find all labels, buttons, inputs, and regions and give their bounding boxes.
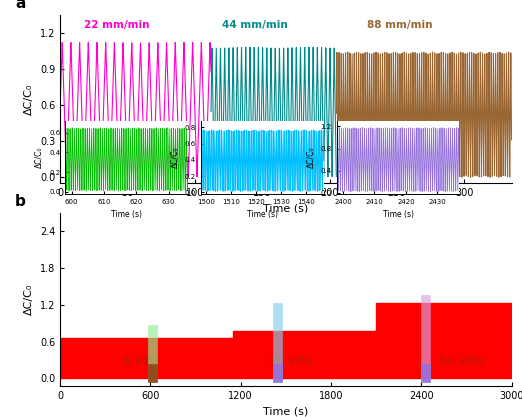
Y-axis label: ΔC/C₀: ΔC/C₀ <box>24 83 34 115</box>
X-axis label: Time (s): Time (s) <box>247 210 278 219</box>
X-axis label: Time (s): Time (s) <box>263 204 309 214</box>
Y-axis label: ΔC/C₀: ΔC/C₀ <box>306 147 315 168</box>
X-axis label: Time (s): Time (s) <box>111 210 142 219</box>
Text: 15 kPa: 15 kPa <box>268 355 312 368</box>
Text: b: b <box>15 194 26 209</box>
Y-axis label: ΔC/C₀: ΔC/C₀ <box>170 147 179 168</box>
X-axis label: Time (s): Time (s) <box>383 210 413 219</box>
Y-axis label: ΔC/C₀: ΔC/C₀ <box>24 284 34 315</box>
Text: 88 mm/min: 88 mm/min <box>367 20 433 30</box>
Text: 22 mm/min: 22 mm/min <box>84 20 150 30</box>
Text: 44 mm/min: 44 mm/min <box>222 20 288 30</box>
Text: 6 kPa: 6 kPa <box>123 355 160 368</box>
Text: 50 kPa: 50 kPa <box>440 355 484 368</box>
X-axis label: Time (s): Time (s) <box>263 406 309 416</box>
Y-axis label: ΔC/C₀: ΔC/C₀ <box>34 147 43 168</box>
Text: a: a <box>15 0 25 11</box>
Polygon shape <box>60 304 512 378</box>
